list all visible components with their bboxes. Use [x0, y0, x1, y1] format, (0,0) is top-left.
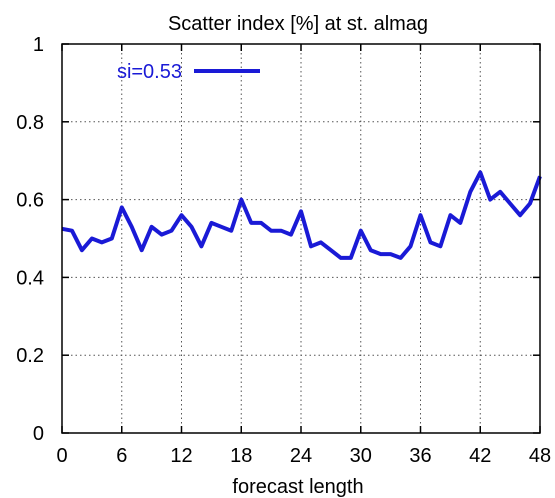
y-tick-label: 1: [33, 34, 44, 56]
legend-label: si=0.53: [117, 61, 182, 83]
x-tick-label: 48: [529, 445, 551, 467]
series-layer: [61, 170, 542, 260]
x-tick-label: 12: [170, 445, 192, 467]
x-tick-label: 18: [230, 445, 252, 467]
x-axis-label: forecast length: [232, 476, 363, 498]
y-tick-label: 0.2: [16, 345, 44, 367]
axis-ticks: 0 6 12 18 24 30 36 42 48 0 0.2 0.4 0.6 0.8 1: [16, 34, 551, 467]
y-tick-label: 0: [33, 423, 44, 445]
x-tick-label: 6: [116, 445, 127, 467]
x-tick-label: 0: [56, 445, 67, 467]
series-line: [61, 170, 542, 260]
legend: si=0.53: [117, 61, 260, 83]
x-tick-label: 36: [409, 445, 431, 467]
chart-title: Scatter index [%] at st. almag: [168, 13, 428, 35]
y-tick-label: 0.8: [16, 112, 44, 134]
x-tick-label: 24: [290, 445, 312, 467]
y-tick-label: 0.6: [16, 190, 44, 212]
grid-lines: [62, 44, 540, 433]
y-tick-label: 0.4: [16, 267, 44, 289]
x-tick-label: 30: [350, 445, 372, 467]
x-tick-label: 42: [469, 445, 491, 467]
